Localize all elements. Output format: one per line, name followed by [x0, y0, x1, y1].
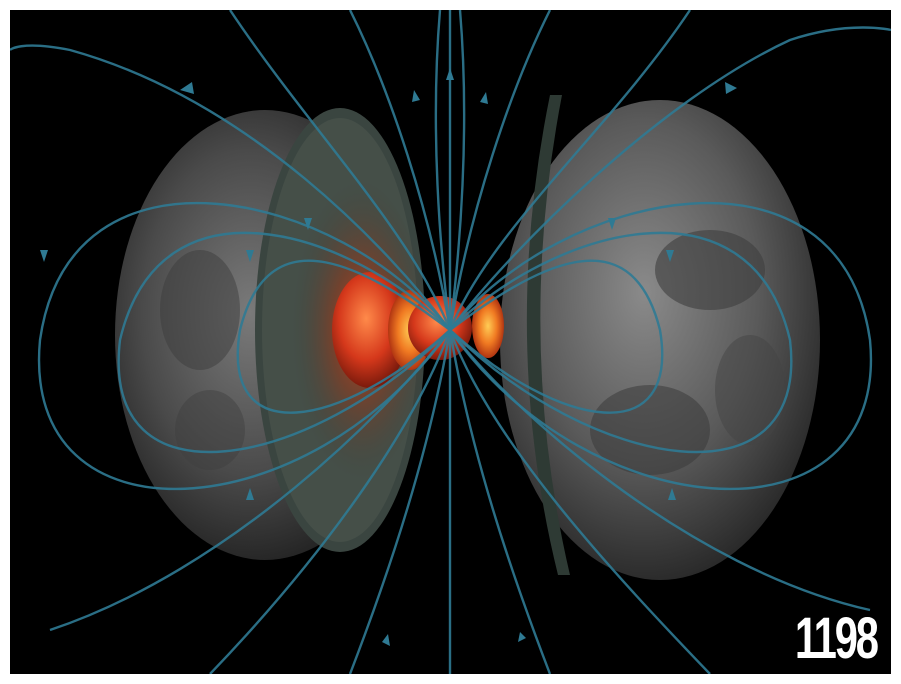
field-arrows: [40, 68, 737, 646]
page-number: 1198: [795, 606, 879, 671]
outer-core-right: [472, 294, 504, 358]
outer-core-left: [332, 272, 408, 388]
magnetic-field-lines: [10, 10, 891, 674]
right-cut-rim: [526, 95, 570, 575]
illustration-frame: 1198: [10, 10, 891, 674]
right-hemisphere: [500, 100, 820, 580]
moon-cutaway-illustration: [10, 10, 891, 674]
